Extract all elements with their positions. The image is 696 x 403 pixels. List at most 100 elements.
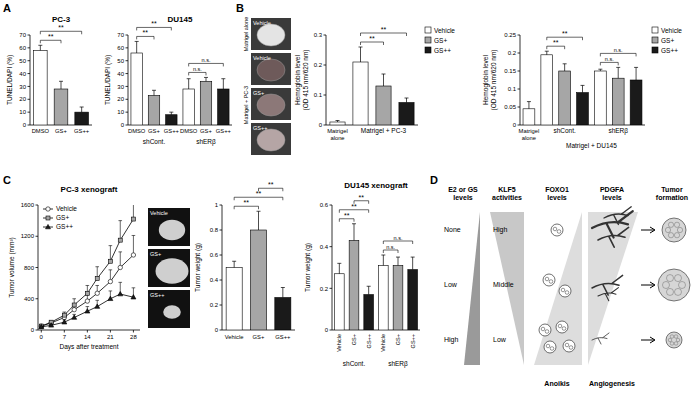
category-label: GS++ (366, 334, 372, 348)
y-tick (324, 125, 327, 126)
tick-label: 0.6 (320, 202, 329, 208)
significance-label: ** (268, 181, 274, 188)
cell (558, 324, 562, 328)
y-tick (36, 205, 39, 206)
significance-label: ** (244, 199, 250, 206)
panel-label: B (236, 2, 244, 14)
significance-label: n.s. (394, 235, 403, 241)
group-label: Matrigel + PC-3 (361, 127, 407, 135)
category-label: GS+ (55, 128, 67, 134)
marker (39, 324, 44, 328)
marker (72, 315, 77, 319)
marker (108, 259, 112, 263)
tick-label: 1200 (21, 233, 35, 239)
category-label: GS+ (351, 334, 357, 345)
bar (393, 265, 403, 330)
marker (62, 320, 67, 324)
x-axis (128, 125, 232, 126)
y-tick (220, 330, 223, 331)
marker (95, 304, 100, 308)
marker (85, 291, 89, 295)
marker (131, 253, 135, 257)
error-bar (367, 286, 371, 294)
group-label: Matrigel + DU145 (566, 142, 617, 150)
cell (569, 346, 573, 350)
bar (408, 270, 418, 330)
y-axis (332, 205, 333, 330)
photo (251, 123, 291, 155)
tick-label: 50 (19, 58, 26, 64)
diagram-header: Tumor (661, 186, 683, 193)
y-tick (324, 65, 327, 66)
arrow (641, 227, 655, 233)
marker (108, 296, 113, 300)
plot-area (34, 45, 89, 125)
tick-label: 800 (24, 265, 35, 271)
legend-label: Vehicle (434, 27, 455, 34)
bar (630, 80, 642, 125)
tumor-sphere (658, 269, 690, 301)
gradient-wedge (588, 212, 638, 365)
diagram-header: levels (602, 194, 622, 201)
legend-swatch (425, 47, 431, 53)
error-bar (257, 211, 261, 230)
tick-label: 28 (130, 334, 137, 340)
tick-label: 0.4 (210, 277, 219, 283)
bar (353, 62, 368, 125)
bar (330, 122, 345, 125)
arrow (641, 337, 655, 343)
tumor-cell (674, 335, 678, 339)
tumor-cell (674, 275, 681, 282)
vessel (598, 288, 618, 301)
y-axis (128, 35, 129, 125)
significance-label: n.s. (202, 57, 211, 63)
diagram-header: E2 or GS (448, 186, 478, 193)
tick-label: 0.15 (504, 68, 516, 74)
tick-label: 0.6 (210, 252, 219, 258)
tick-label: 0.2 (314, 62, 323, 68)
tick-label: 0 (513, 122, 517, 128)
tick-label: 50 (117, 58, 124, 64)
tumor-cell (674, 233, 679, 238)
y-tick (126, 125, 129, 126)
category-label: GS++ (74, 128, 90, 134)
error-bar (336, 121, 340, 123)
cell (553, 227, 557, 231)
y-tick (36, 267, 39, 268)
marker (85, 299, 89, 303)
tick-label: 0.3 (314, 32, 323, 38)
error-bar (634, 67, 638, 80)
significance-label: n.s. (605, 56, 614, 62)
bar (131, 53, 142, 125)
y-tick (36, 330, 39, 331)
bar (594, 71, 606, 125)
matrigel-plug (257, 94, 285, 116)
error-bar (187, 79, 191, 89)
bar (218, 89, 229, 125)
tick-label: 400 (24, 296, 35, 302)
cell (545, 277, 549, 281)
y-tick (126, 112, 129, 113)
chart-title: PC-3 (52, 15, 71, 24)
tick-label: 0 (325, 327, 329, 333)
bar (378, 265, 388, 330)
marker (108, 279, 112, 283)
photo-label: GS+ (253, 90, 264, 96)
significance-label: n.s. (193, 66, 202, 72)
tumor-sphere (666, 332, 682, 348)
level-label: None (444, 226, 461, 233)
cell (541, 327, 545, 331)
axis-label: Days after treatment (60, 343, 119, 351)
error-bar (118, 221, 122, 241)
y-tick (220, 205, 223, 206)
legend-label: GS++ (56, 223, 73, 230)
error-bar (616, 67, 620, 78)
x-axis (38, 330, 140, 331)
diagram-header: formation (656, 194, 688, 201)
significance-label: ** (381, 26, 387, 33)
legend-swatch (652, 37, 658, 43)
category-label: Matrigelalone (519, 128, 540, 141)
legend-label: GS++ (661, 47, 678, 54)
group-label: shCont. (553, 127, 576, 134)
axis-label: (OD 415 nm/620 nm) (302, 49, 310, 110)
